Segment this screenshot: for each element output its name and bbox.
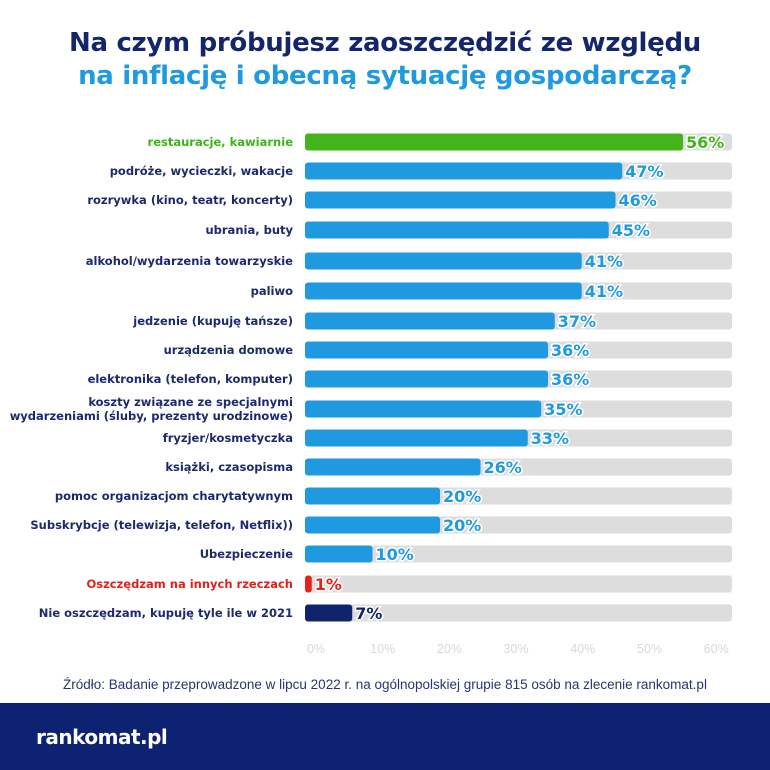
bar — [305, 341, 548, 359]
x-tick-label: 10% — [370, 642, 395, 656]
category-label: alkohol/wydarzenia towarzyskie — [86, 254, 293, 268]
bar — [305, 221, 609, 239]
value-label: 36% — [551, 341, 589, 360]
category-label: podróże, wycieczki, wakacje — [110, 164, 294, 178]
value-label: 26% — [484, 458, 522, 477]
category-label: książki, czasopisma — [165, 460, 293, 474]
x-tick-label: 30% — [504, 642, 529, 656]
value-label: 20% — [443, 516, 481, 535]
x-tick-label: 40% — [570, 642, 595, 656]
bar — [305, 429, 528, 447]
value-label: 41% — [585, 282, 623, 301]
category-label: fryzjer/kosmetyczka — [163, 431, 293, 445]
bar — [305, 400, 542, 418]
value-label: 33% — [531, 429, 569, 448]
bar — [305, 191, 616, 209]
category-label: ubrania, buty — [205, 223, 293, 237]
category-label: Subskrybcje (telewizja, telefon, Netflix… — [30, 518, 293, 532]
bar-track — [305, 604, 732, 622]
bar — [305, 516, 440, 534]
bar — [305, 252, 582, 270]
bar — [305, 575, 312, 593]
x-tick-label: 50% — [637, 642, 662, 656]
category-label: jedzenie (kupuję tańsze) — [132, 314, 293, 328]
category-label: rozrywka (kino, teatr, koncerty) — [87, 193, 293, 207]
value-label: 37% — [558, 312, 596, 331]
value-label: 41% — [585, 252, 623, 271]
bar — [305, 282, 582, 300]
category-label: paliwo — [251, 284, 294, 298]
bar — [305, 133, 683, 151]
bar-track — [305, 575, 732, 593]
value-label: 47% — [625, 162, 663, 181]
x-tick-label: 20% — [437, 642, 462, 656]
bar — [305, 604, 353, 622]
category-label: Ubezpieczenie — [200, 547, 293, 561]
bar — [305, 312, 555, 330]
source-note: Źródło: Badanie przeprowadzone w lipcu 2… — [63, 677, 707, 692]
value-label: 36% — [551, 370, 589, 389]
bar-chart: restauracje, kawiarnie 56% podróże, wyciec… — [10, 132, 732, 656]
value-label: 35% — [544, 400, 582, 419]
x-tick-label: 60% — [704, 642, 729, 656]
value-label: 46% — [619, 191, 657, 210]
x-tick-label: 0% — [307, 642, 325, 656]
value-label: 45% — [612, 221, 650, 240]
value-label: 1% — [315, 575, 342, 594]
bar-track — [305, 545, 732, 563]
footer-band: rankomat.pl — [0, 703, 770, 770]
category-label: Oszczędzam na innych rzeczach — [86, 577, 293, 591]
title-line-1: Na czym próbujesz zaoszczędzić ze względ… — [68, 28, 701, 58]
category-label: elektronika (telefon, komputer) — [88, 372, 293, 386]
category-label: pomoc organizacjom charytatywnym — [55, 489, 293, 503]
category-label: urządzenia domowe — [164, 343, 294, 357]
bar — [305, 162, 623, 180]
bar — [305, 458, 481, 476]
bar — [305, 370, 548, 388]
bar — [305, 545, 373, 563]
bar — [305, 487, 440, 505]
title-line-2: na inflację i obecną sytuację gospodarcz… — [78, 61, 692, 91]
value-label: 10% — [376, 545, 414, 564]
category-label: koszty związane ze specjalnymi wydarzenia… — [10, 395, 293, 423]
value-label: 56% — [686, 133, 724, 152]
value-label: 7% — [355, 604, 382, 623]
category-label: restauracje, kawiarnie — [148, 135, 294, 149]
value-label: 20% — [443, 487, 481, 506]
logo: rankomat.pl — [36, 725, 168, 749]
category-label: Nie oszczędzam, kupuję tyle ile w 2021 — [39, 606, 293, 620]
